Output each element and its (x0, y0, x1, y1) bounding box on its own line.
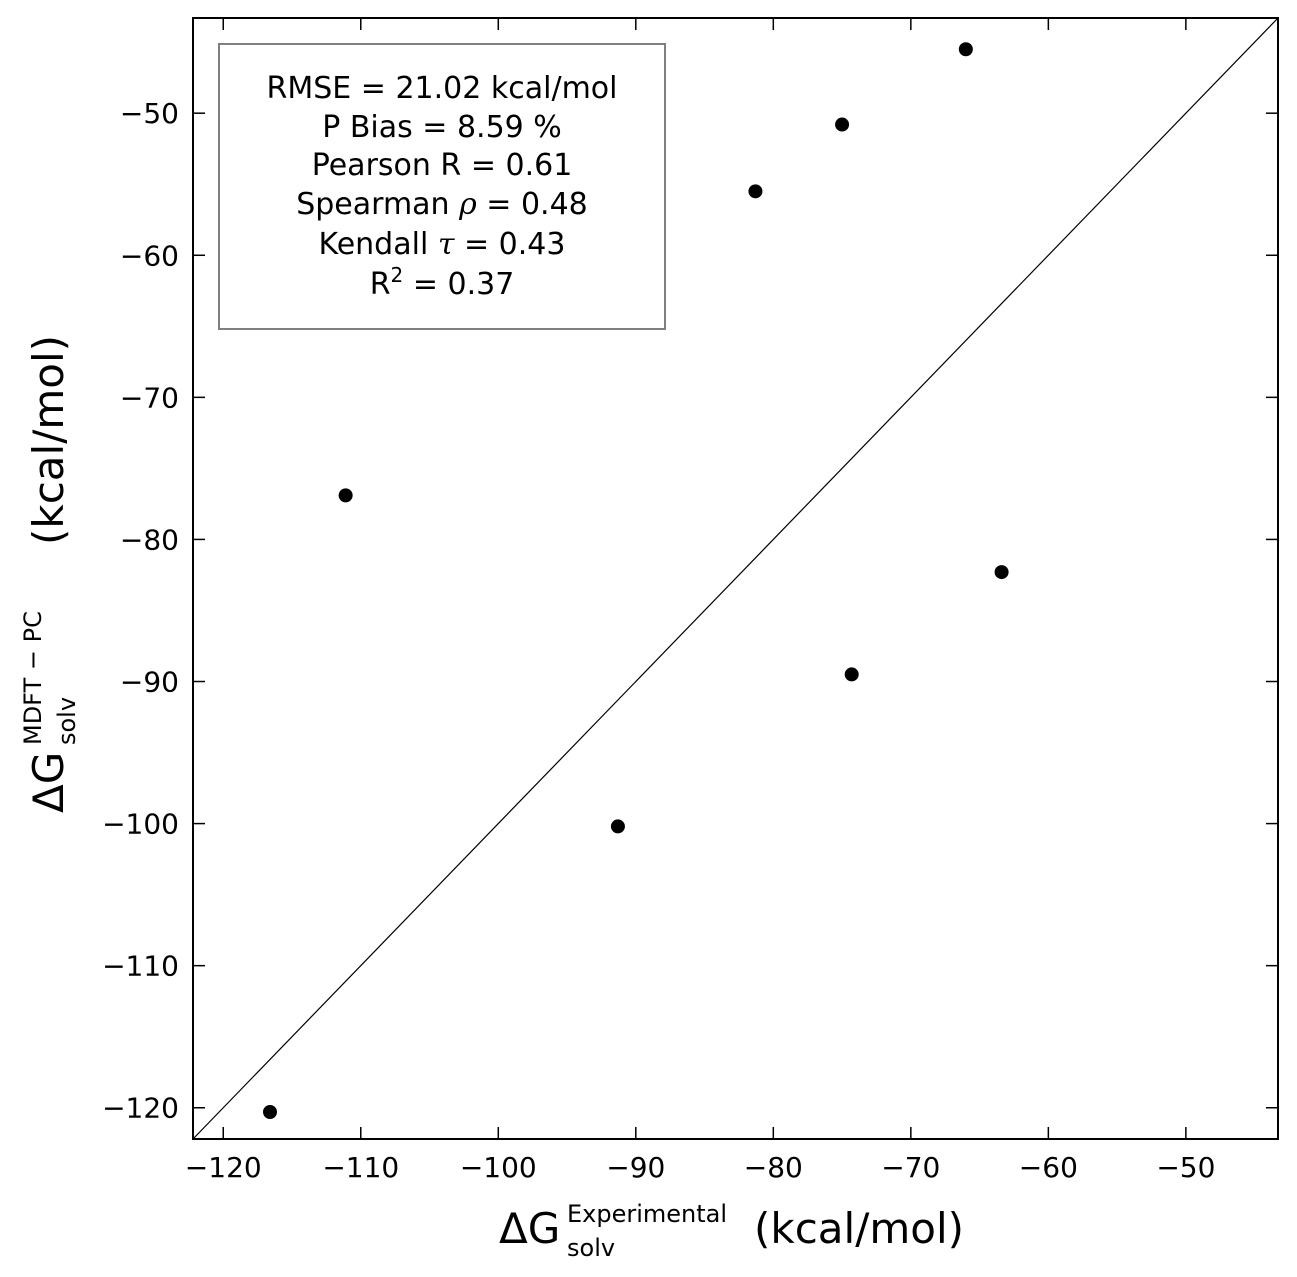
tau-symbol: τ (438, 227, 455, 262)
data-point (610, 819, 625, 834)
stat-p-bias: P Bias = 8.59 % (322, 110, 562, 145)
y-tick-label: −90 (120, 666, 179, 699)
stat-r-squared: R2 = 0.37 (370, 263, 515, 302)
x-tick-label: −100 (460, 1151, 537, 1184)
data-point (338, 488, 353, 503)
stat-kendall-value: = 0.43 (454, 227, 565, 262)
stat-pearson-r: Pearson R = 0.61 (312, 148, 573, 183)
y-tick-label: −100 (102, 808, 179, 841)
y-tick-label: −70 (120, 381, 179, 414)
y-axis-label-superscript: MDFT − PC (19, 611, 47, 745)
rho-symbol: ρ (458, 187, 477, 222)
x-axis-label: ΔG Experimental solv (kcal/mol) (499, 1200, 964, 1262)
data-point (263, 1105, 278, 1120)
data-point (748, 184, 763, 199)
y-axis-label-subscript: solv (53, 697, 81, 745)
data-point (844, 667, 859, 682)
x-axis-ticks: −120 −110 −100 −90 −80 −70 −60 −50 (185, 18, 1215, 1184)
x-tick-label: −60 (1019, 1151, 1078, 1184)
x-axis-label-symbol: ΔG (499, 1204, 560, 1253)
y-tick-label: −60 (120, 239, 179, 272)
stat-r-squared-exponent: 2 (391, 263, 404, 287)
y-tick-label: −80 (120, 523, 179, 556)
identity-line (192, 17, 1279, 1140)
x-tick-label: −80 (744, 1151, 803, 1184)
plot-frame (192, 17, 1279, 1140)
x-tick-label: −70 (881, 1151, 940, 1184)
stats-box-frame (218, 43, 666, 330)
x-axis-label-unit: (kcal/mol) (754, 1204, 964, 1253)
y-tick-label: −120 (102, 1092, 179, 1125)
stat-spearman: Spearman ρ = 0.48 (296, 187, 588, 222)
x-tick-label: −110 (322, 1151, 399, 1184)
stat-rmse: RMSE = 21.02 kcal/mol (267, 71, 618, 106)
stats-box: RMSE = 21.02 kcal/mol P Bias = 8.59 % Pe… (218, 43, 666, 330)
stat-kendall: Kendall τ = 0.43 (319, 227, 566, 262)
y-axis-label-symbol: ΔG (24, 752, 73, 813)
y-axis-label: ΔG MDFT − PC solv (kcal/mol) (19, 335, 81, 813)
x-axis-label-subscript: solv (567, 1234, 615, 1262)
y-tick-label: −50 (120, 97, 179, 130)
stat-spearman-prefix: Spearman (296, 187, 459, 222)
stat-r-squared-value: = 0.37 (403, 267, 514, 302)
y-tick-label: −110 (102, 950, 179, 983)
stat-kendall-prefix: Kendall (319, 227, 438, 262)
stat-r-squared-prefix: R (370, 267, 391, 302)
y-axis-ticks: −120 −110 −100 −90 −80 −70 −60 −50 (102, 97, 1278, 1125)
y-axis-label-unit: (kcal/mol) (24, 335, 73, 545)
data-point (994, 565, 1009, 580)
stat-spearman-value: = 0.48 (477, 187, 588, 222)
data-points (263, 42, 1009, 1120)
data-point (835, 117, 850, 132)
x-tick-label: −50 (1156, 1151, 1215, 1184)
data-point (958, 42, 973, 57)
x-tick-label: −120 (185, 1151, 262, 1184)
x-axis-label-superscript: Experimental (567, 1200, 727, 1228)
x-tick-label: −90 (606, 1151, 665, 1184)
